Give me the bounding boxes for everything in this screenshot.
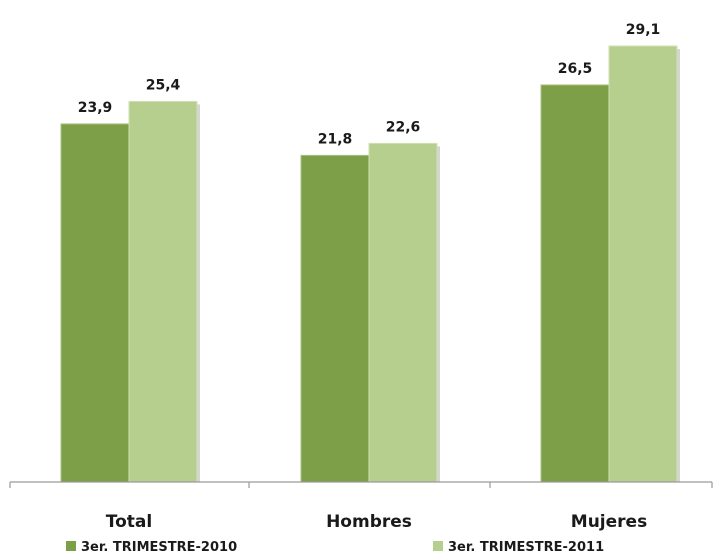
category-label-hombres: Hombres [326, 512, 412, 532]
bar-shadow [197, 104, 200, 482]
category-labels-group: Total Hombres Mujeres [106, 512, 647, 532]
legend-swatch-series-1 [66, 541, 76, 551]
bar-hombres-series-2 [368, 142, 438, 483]
bar-mujeres-series-1 [540, 84, 610, 483]
bars-group [60, 45, 680, 483]
x-axis-ticks [9, 482, 713, 488]
legend-label-series-1: 3er. TRIMESTRE-2010 [81, 540, 237, 555]
data-label: 26,5 [558, 61, 593, 77]
data-label: 25,4 [146, 77, 181, 93]
data-label: 29,1 [626, 22, 661, 38]
legend-label-series-2: 3er. TRIMESTRE-2011 [448, 540, 604, 555]
bar-total-series-1 [60, 123, 130, 483]
data-labels-group: 23,9 25,4 21,8 22,6 26,5 29,1 [78, 22, 661, 147]
data-label: 21,8 [318, 131, 353, 147]
bar-hombres-series-1 [300, 154, 370, 483]
data-label: 23,9 [78, 100, 113, 116]
legend-swatch-series-2 [433, 541, 443, 551]
data-label: 22,6 [386, 119, 421, 135]
bar-shadow [437, 146, 440, 483]
category-label-total: Total [106, 512, 152, 532]
bar-shadow [677, 49, 680, 482]
legend: 3er. TRIMESTRE-2010 3er. TRIMESTRE-2011 [66, 540, 604, 555]
bar-total-series-2 [128, 100, 198, 483]
category-label-mujeres: Mujeres [571, 512, 647, 532]
bar-mujeres-series-2 [608, 45, 678, 483]
